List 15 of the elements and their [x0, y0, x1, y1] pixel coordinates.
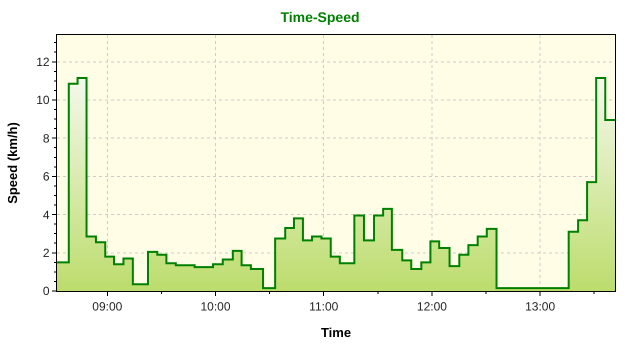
x-tick-label: 10:00	[200, 299, 231, 314]
y-tick-label: 12	[36, 54, 50, 69]
x-tick-label: 13:00	[525, 299, 556, 314]
y-tick-label: 8	[42, 131, 50, 146]
y-tick-label: 10	[36, 93, 50, 108]
x-tick-label: 11:00	[309, 299, 339, 314]
y-tick-label: 6	[42, 170, 50, 184]
x-tick-label: 12:00	[416, 299, 448, 314]
chart-title: Time-Speed	[280, 9, 360, 26]
x-tick-label: 09:00	[92, 299, 123, 314]
y-tick-label: 4	[42, 208, 50, 222]
x-axis-title: Time	[320, 325, 352, 340]
y-tick-label: 0	[42, 284, 50, 298]
y-tick-label: 2	[42, 246, 50, 260]
y-axis-title: Speed (km/h)	[5, 122, 20, 204]
